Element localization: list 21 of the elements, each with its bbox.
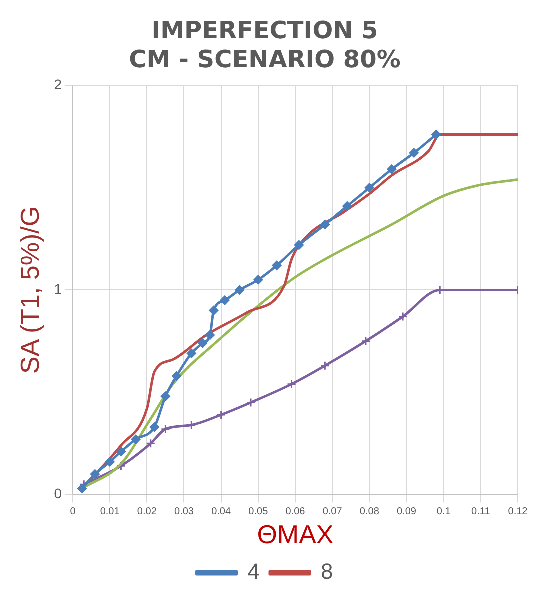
x-tick-label: 0.11	[472, 506, 491, 518]
x-tick-label: 0.07	[322, 506, 343, 518]
y-tick-label: 1	[54, 281, 62, 298]
x-axis-title: ΘMAX	[257, 520, 334, 550]
x-tick-label: 0	[70, 506, 76, 518]
y-tick-label: 0	[54, 486, 62, 502]
x-tick-label: 0.03	[174, 506, 194, 518]
x-tick-label: 0.05	[248, 506, 269, 518]
x-tick-label: 0.01	[100, 506, 120, 518]
legend-label: 4	[248, 559, 260, 584]
y-axis-title: SA (T1, 5%)/G	[14, 206, 45, 374]
x-tick-label: 0.02	[137, 506, 158, 518]
x-tick-label: 0.12	[508, 506, 528, 518]
chart-title: IMPERFECTION 5 CM - SCENARIO 80%	[129, 16, 401, 74]
y-tick-label: 2	[54, 76, 62, 92]
x-tick-label: 0.04	[212, 506, 232, 518]
x-tick-label: 0.08	[360, 506, 380, 518]
x-tick-label: 0.06	[286, 506, 306, 518]
legend-label: 8	[321, 559, 334, 584]
x-tick-label: 0.1	[436, 506, 452, 518]
x-tick-label: 0.09	[397, 506, 417, 518]
